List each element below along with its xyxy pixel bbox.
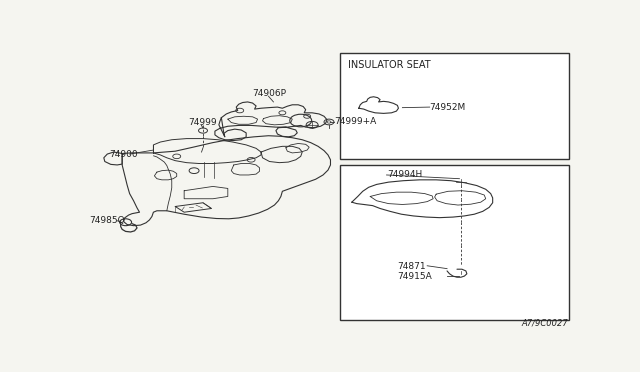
- Text: 74900: 74900: [109, 150, 138, 158]
- Text: 74871: 74871: [397, 262, 426, 271]
- Text: 74999: 74999: [188, 118, 217, 127]
- Text: A7/9C0027: A7/9C0027: [522, 319, 568, 328]
- Text: 74952M: 74952M: [429, 103, 466, 112]
- Bar: [340, 165, 568, 320]
- Text: 74994H: 74994H: [388, 170, 423, 179]
- Text: 74985Q: 74985Q: [89, 216, 125, 225]
- Text: INSULATOR SEAT: INSULATOR SEAT: [348, 60, 431, 70]
- Text: 74906P: 74906P: [253, 89, 287, 99]
- Text: 74999+A: 74999+A: [334, 118, 376, 126]
- Bar: [340, 53, 568, 159]
- Text: 74915A: 74915A: [397, 272, 432, 280]
